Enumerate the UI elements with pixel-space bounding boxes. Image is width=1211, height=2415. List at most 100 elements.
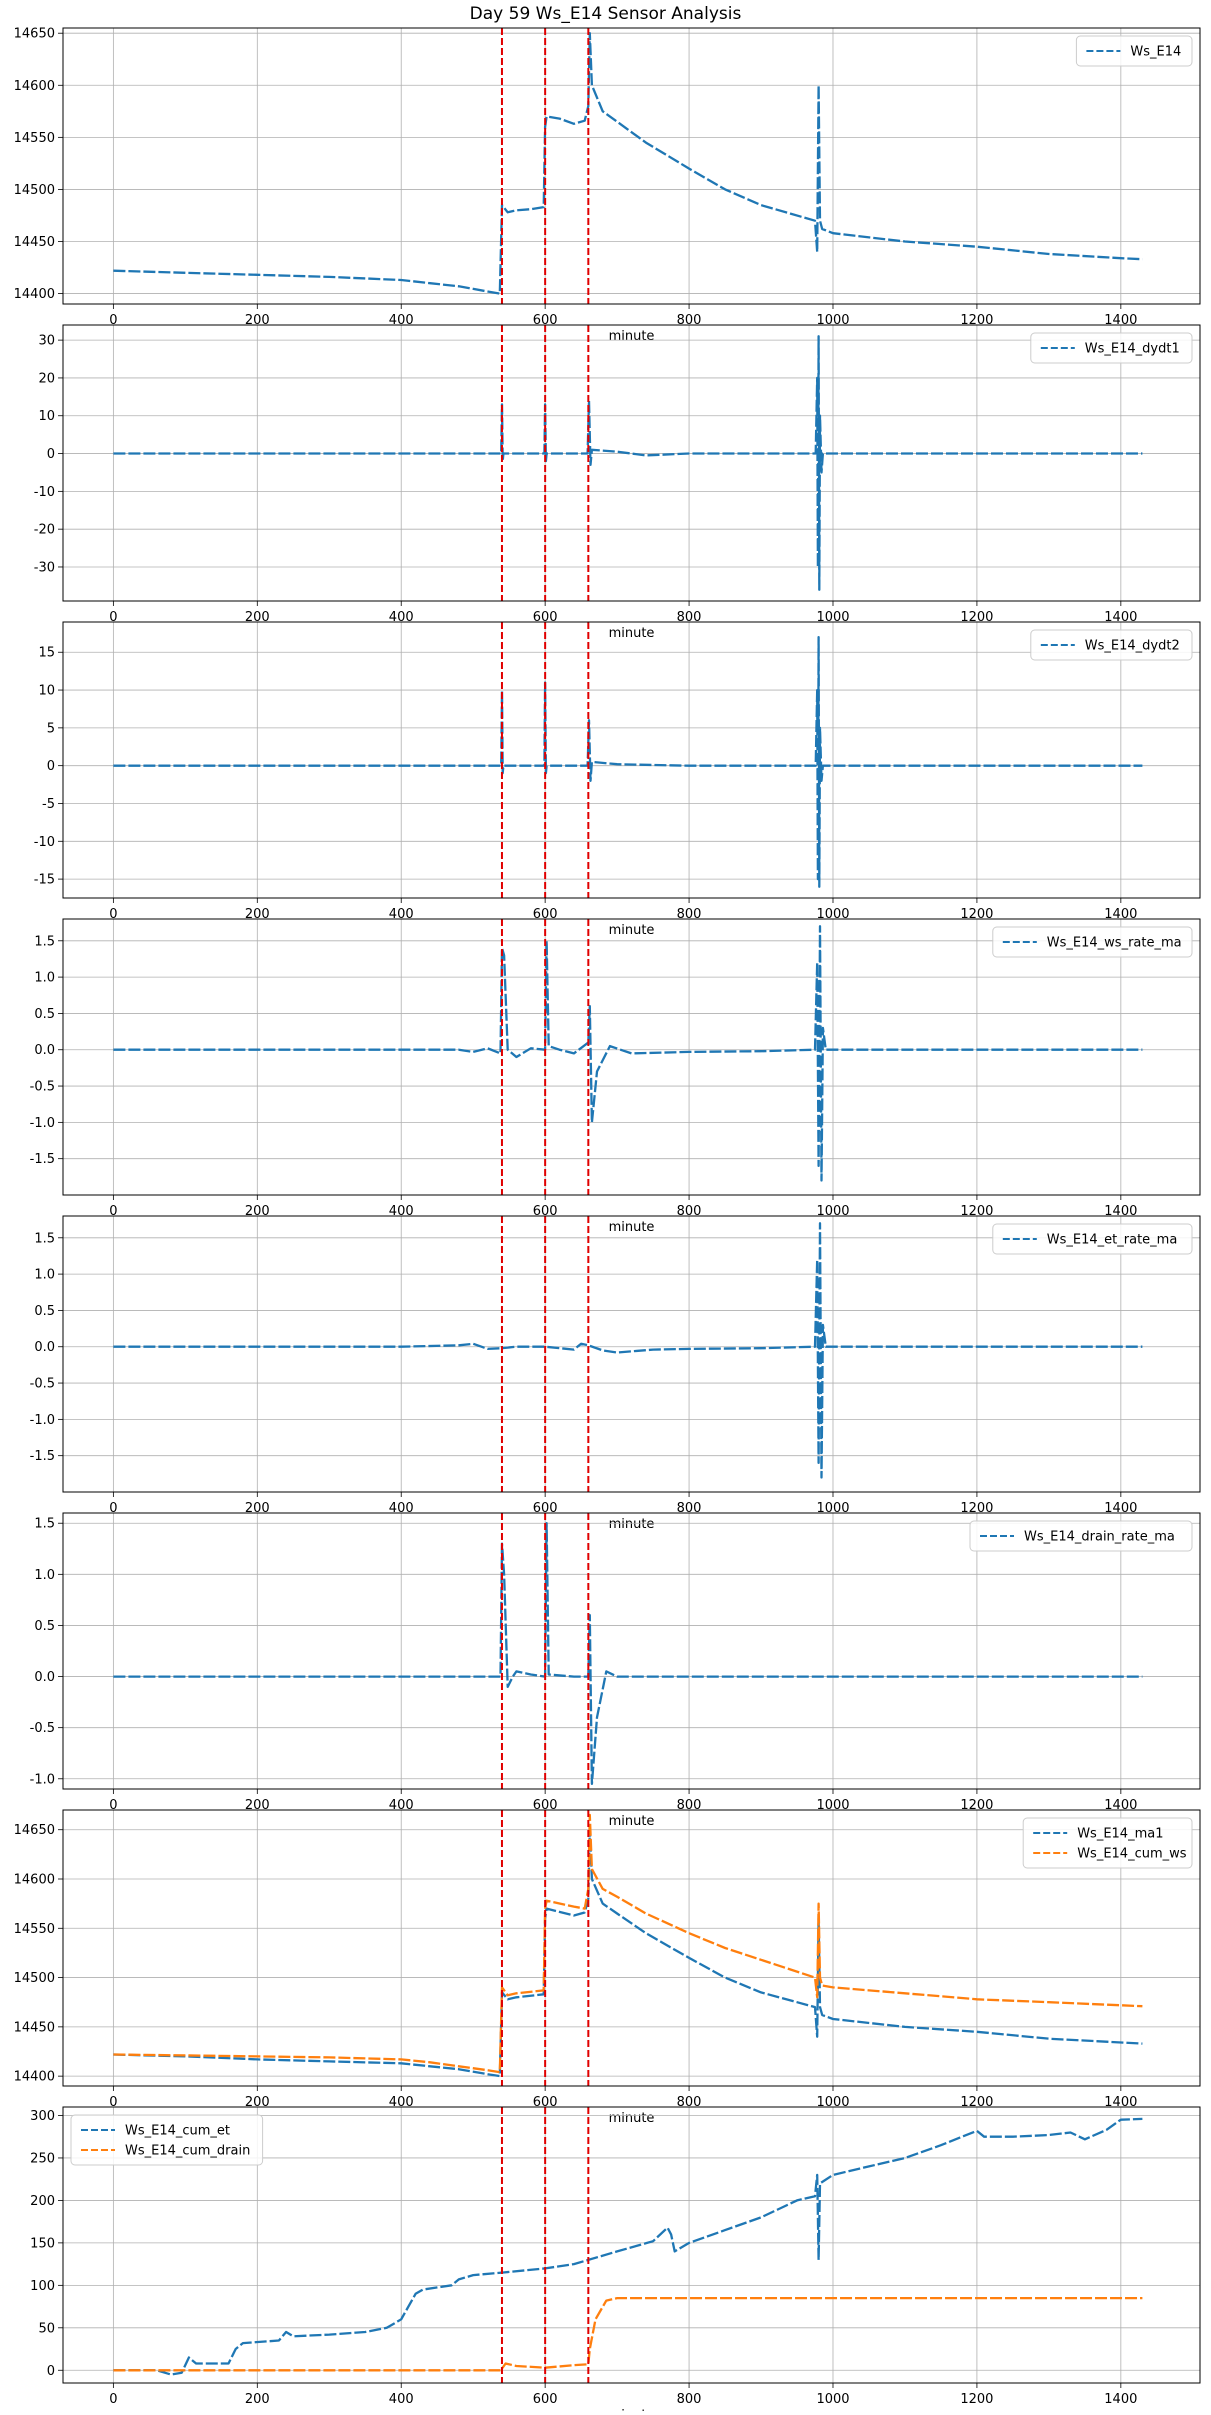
subplot-6: 0 200 400 600 800 1000 1200 1400 -1.0 -0.5 0.0 0.5 1… (30, 1512, 1201, 1829)
x-tick-label: 600 (533, 2095, 558, 2110)
x-axis-label: minute (609, 923, 655, 938)
x-tick-label: 800 (677, 2392, 702, 2407)
series-line-Ws_E14_dydt2 (113, 635, 1143, 888)
x-tick-label: 0 (109, 1798, 117, 1813)
x-tick-label: 1200 (960, 1501, 993, 1516)
x-axis-label: minute (609, 1814, 655, 1829)
y-tick-label: 0.0 (34, 1043, 55, 1058)
y-tick-label: 10 (38, 409, 55, 424)
y-tick-label: 1.5 (34, 1517, 55, 1532)
x-tick-label: 800 (677, 907, 702, 922)
y-tick-label: -5 (42, 797, 55, 812)
legend: Ws_E14_drain_rate_ma (969, 1520, 1193, 1552)
legend: Ws_E14_dydt2 (1030, 629, 1193, 661)
x-tick-label: 1000 (816, 2392, 849, 2407)
x-tick-label: 200 (245, 1501, 270, 1516)
figure-title: Day 59 Ws_E14 Sensor Analysis (469, 4, 742, 24)
legend-box (1075, 35, 1193, 67)
legend-box (969, 1520, 1193, 1552)
y-tick-label: -0.5 (30, 1377, 55, 1392)
y-tick-label: 14650 (14, 1823, 55, 1838)
y-tick-label: 20 (38, 371, 55, 386)
legend-label: Ws_E14_dydt1 (1085, 342, 1180, 357)
legend-box (1022, 1817, 1193, 1869)
x-tick-label: 600 (533, 1798, 558, 1813)
subplot-7: 0 200 400 600 800 1000 1200 1400 14400 14450 14500… (14, 1809, 1201, 2126)
legend: Ws_E14_et_rate_ma (992, 1223, 1193, 1255)
series-line-Ws_E14_cum_drain (113, 2296, 1143, 2372)
legend-label: Ws_E14_cum_ws (1077, 1847, 1187, 1862)
y-tick-label: 1.0 (34, 1568, 55, 1583)
y-tick-label: 14500 (14, 183, 55, 198)
series-line-Ws_E14_drain_rate_ma (113, 1522, 1143, 1786)
x-axis-label: minute (609, 1220, 655, 1235)
x-tick-label: 0 (109, 610, 117, 625)
legend: Ws_E14 (1075, 35, 1193, 67)
y-tick-label: 14550 (14, 131, 55, 146)
x-tick-label: 200 (245, 907, 270, 922)
x-tick-label: 1000 (816, 313, 849, 328)
x-tick-label: 200 (245, 2095, 270, 2110)
legend-box (70, 2114, 264, 2166)
x-tick-label: 400 (389, 313, 414, 328)
series-line-Ws_E14_cum_et (113, 2117, 1143, 2376)
x-tick-label: 0 (109, 1204, 117, 1219)
x-tick-label: 1200 (960, 610, 993, 625)
series-line-Ws_E14_et_rate_ma (113, 1222, 1143, 1479)
x-tick-label: 1200 (960, 1204, 993, 1219)
y-tick-label: 100 (30, 2279, 55, 2294)
x-tick-label: 600 (533, 610, 558, 625)
x-tick-label: 400 (389, 610, 414, 625)
axes-frame (62, 324, 1201, 602)
legend: Ws_E14_cum_et Ws_E14_cum_drain (70, 2114, 264, 2166)
y-tick-label: 300 (30, 2109, 55, 2124)
y-tick-label: 14500 (14, 1971, 55, 1986)
y-tick-label: -10 (34, 835, 55, 850)
legend: Ws_E14_ma1 Ws_E14_cum_ws (1022, 1817, 1193, 1869)
x-tick-label: 200 (245, 2392, 270, 2407)
y-tick-label: 14650 (14, 27, 55, 42)
subplot-8: 0 200 400 600 800 1000 1200 1400 0 50 100 150 200 250… (30, 2106, 1201, 2415)
x-tick-label: 400 (389, 2392, 414, 2407)
y-tick-label: -10 (34, 485, 55, 500)
y-tick-label: 0.5 (34, 1619, 55, 1634)
y-tick-label: 14600 (14, 1873, 55, 1888)
axes-frame (62, 2106, 1201, 2384)
legend-label: Ws_E14_ma1 (1077, 1827, 1163, 1842)
y-tick-label: 1.0 (34, 971, 55, 986)
y-tick-label: -1.0 (30, 1116, 55, 1131)
legend-box (992, 1223, 1193, 1255)
y-tick-label: 14600 (14, 79, 55, 94)
x-tick-label: 200 (245, 1798, 270, 1813)
series-line-Ws_E14_dydt1 (113, 335, 1143, 591)
x-tick-label: 1000 (816, 610, 849, 625)
x-tick-label: 800 (677, 2095, 702, 2110)
subplot-5: 0 200 400 600 800 1000 1200 1400 -1.5 -1.0 -0.5 0.0… (30, 1215, 1201, 1532)
y-tick-label: 0.0 (34, 1340, 55, 1355)
legend-box (1030, 332, 1193, 364)
y-tick-label: 5 (47, 721, 55, 736)
x-tick-label: 800 (677, 313, 702, 328)
x-tick-label: 400 (389, 1204, 414, 1219)
y-tick-label: -30 (34, 560, 55, 575)
x-axis-label: minute (609, 626, 655, 641)
axes-frame (62, 1809, 1201, 2087)
axes-frame (62, 27, 1201, 305)
y-tick-label: -1.0 (30, 1413, 55, 1428)
x-tick-label: 1000 (816, 1501, 849, 1516)
y-tick-label: 0.0 (34, 1670, 55, 1685)
legend-label: Ws_E14_cum_et (125, 2124, 230, 2139)
legend-label: Ws_E14_dydt2 (1085, 639, 1180, 654)
series-line-Ws_E14_cum_ws (113, 1813, 1143, 2074)
x-tick-label: 400 (389, 1798, 414, 1813)
x-tick-label: 0 (109, 907, 117, 922)
x-axis-label: minute (609, 1517, 655, 1532)
x-tick-label: 0 (109, 2392, 117, 2407)
x-tick-label: 400 (389, 907, 414, 922)
axes-frame (62, 621, 1201, 899)
y-tick-label: -0.5 (30, 1080, 55, 1095)
x-tick-label: 800 (677, 1501, 702, 1516)
legend-box (992, 926, 1193, 958)
y-tick-label: -1.5 (30, 1449, 55, 1464)
